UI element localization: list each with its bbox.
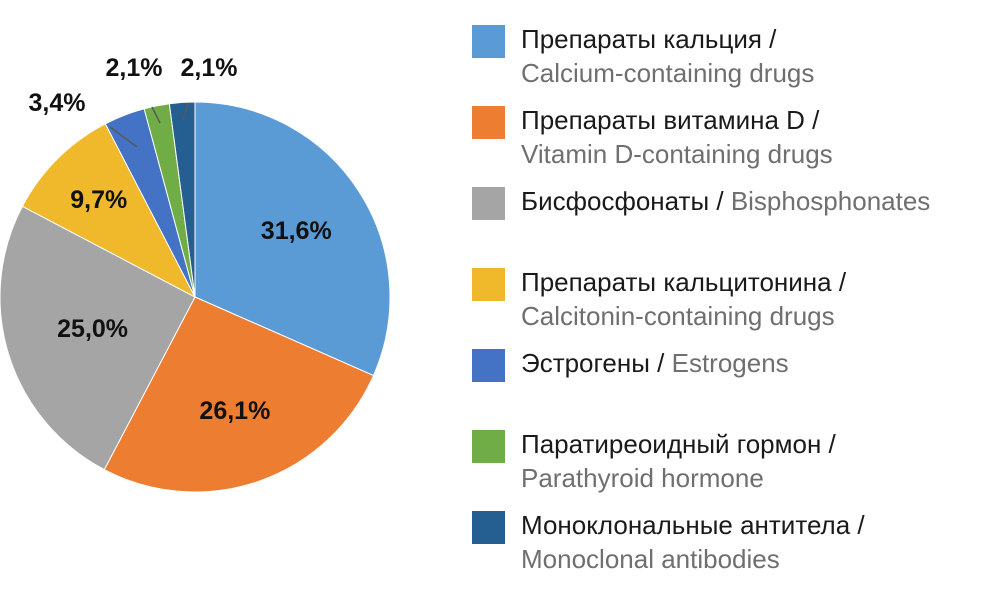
pie-chart: 31,6% 26,1% 25,0% 9,7% 3,4% 2,1% 2,1% bbox=[0, 54, 391, 493]
legend-swatch-estrogens bbox=[472, 349, 505, 382]
legend-label-ru: Эстрогены / bbox=[521, 348, 672, 378]
legend-label-ru: Моноклональные антитела / bbox=[521, 510, 865, 540]
data-label-calcium: 31,6% bbox=[261, 217, 332, 245]
legend-item-monoclonal: Моноклональные антитела / Monoclonal ant… bbox=[472, 508, 992, 589]
legend-label-en: Calcium-containing drugs bbox=[521, 58, 815, 88]
data-label-calcitonin: 9,7% bbox=[70, 186, 127, 214]
legend-label-ru: Паратиреоидный гормон / bbox=[521, 429, 836, 459]
legend-label-ru: Бисфосфонаты / bbox=[521, 186, 731, 216]
legend-label-en: Vitamin D-containing drugs bbox=[521, 139, 833, 169]
legend-item-calcium: Препараты кальция / Calcium-containing d… bbox=[472, 22, 992, 103]
pie-slice-bisphosphonates bbox=[0, 205, 196, 471]
legend-swatch-calcium bbox=[472, 25, 505, 58]
legend-label-ru: Препараты витамина D / bbox=[521, 105, 820, 135]
legend-label-en: Monoclonal antibodies bbox=[521, 544, 780, 574]
data-label-bisphosphonates: 25,0% bbox=[57, 315, 128, 343]
legend-label-en: Parathyroid hormone bbox=[521, 463, 764, 493]
legend-label-ru: Препараты кальцитонина / bbox=[521, 267, 847, 297]
data-label-monoclonal: 2,1% bbox=[181, 54, 238, 82]
legend-label-en: Estrogens bbox=[671, 348, 789, 378]
legend-label-en: Bisphosphonates bbox=[730, 186, 931, 216]
leader-line-estrogens bbox=[109, 126, 138, 148]
legend-swatch-vitamin-d bbox=[472, 106, 505, 139]
leader-line-parathyroid bbox=[151, 106, 161, 124]
data-label-parathyroid: 2,1% bbox=[106, 54, 163, 82]
legend-swatch-bisphosphonates bbox=[472, 187, 505, 220]
pie-slice-calcium bbox=[194, 101, 391, 377]
legend-item-bisphosphonates: Бисфосфонаты / Bisphosphonates bbox=[472, 184, 992, 265]
data-label-vitamin-d: 26,1% bbox=[199, 397, 270, 425]
pie-slice-vitamin-d bbox=[103, 296, 375, 493]
pie-slice-calcitonin bbox=[21, 123, 197, 299]
legend-swatch-parathyroid bbox=[472, 430, 505, 463]
legend-item-estrogens: Эстрогены / Estrogens bbox=[472, 346, 992, 427]
legend-swatch-calcitonin bbox=[472, 268, 505, 301]
leader-line-monoclonal bbox=[182, 102, 189, 121]
legend-item-vitamin-d: Препараты витамина D / Vitamin D-contain… bbox=[472, 103, 992, 184]
legend-label-ru: Препараты кальция / bbox=[521, 24, 777, 54]
pie-slice-monoclonal bbox=[168, 101, 196, 298]
data-label-estrogens: 3,4% bbox=[29, 89, 86, 117]
legend-swatch-monoclonal bbox=[472, 511, 505, 544]
legend-item-parathyroid: Паратиреоидный гормон / Parathyroid horm… bbox=[472, 427, 992, 508]
legend: Препараты кальция / Calcium-containing d… bbox=[472, 22, 992, 589]
legend-item-calcitonin: Препараты кальцитонина / Calcitonin-cont… bbox=[472, 265, 992, 346]
legend-label-en: Calcitonin-containing drugs bbox=[521, 301, 835, 331]
